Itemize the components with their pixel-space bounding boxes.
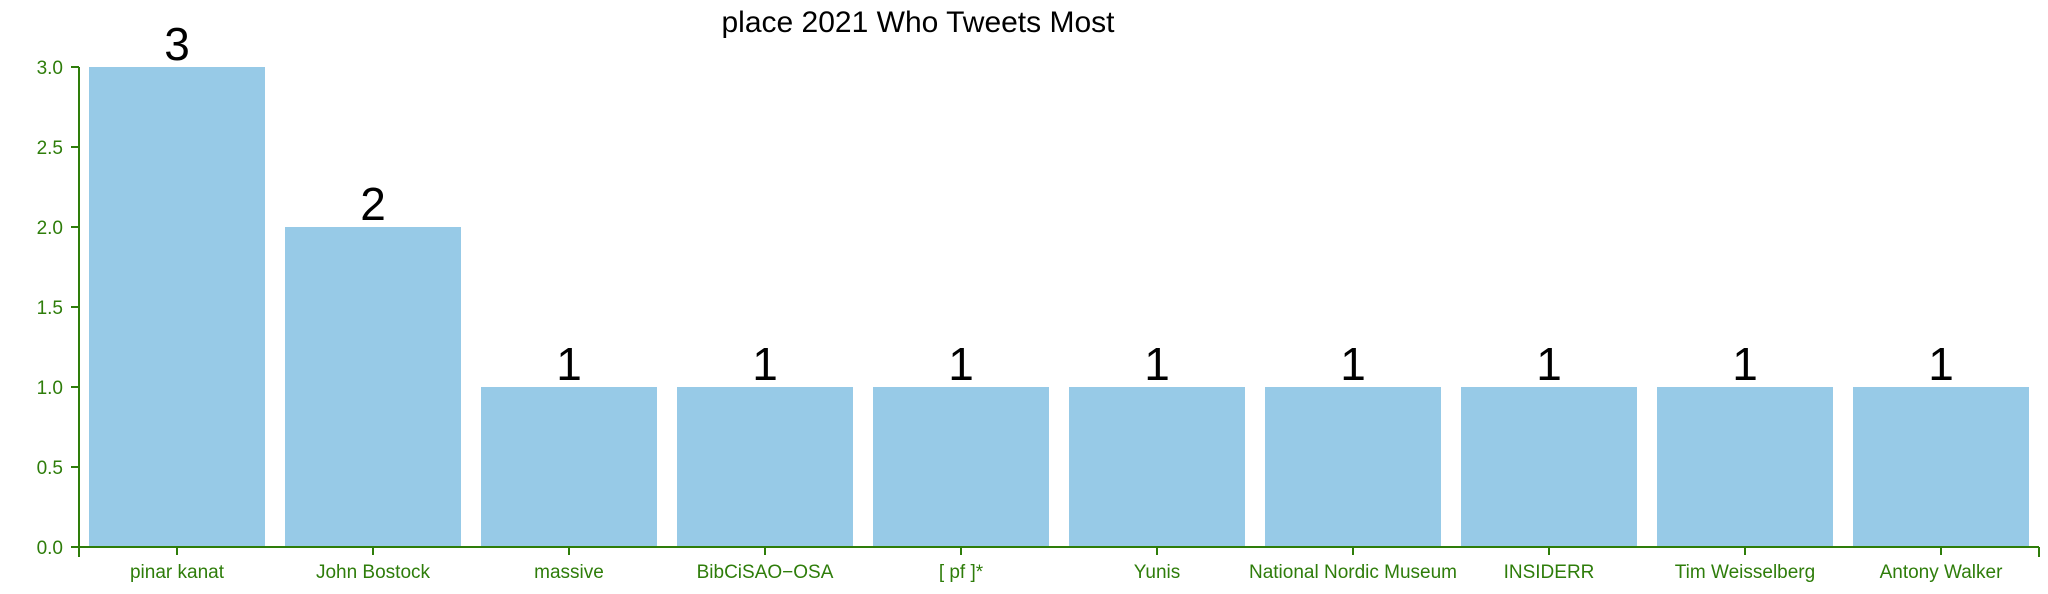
y-tick-label: 2.5	[37, 138, 63, 159]
data-labels-group: 3 2 1 1 1 1 1 1 1 1	[164, 18, 1954, 390]
x-tick-label: John Bostock	[316, 562, 431, 583]
bar	[677, 387, 853, 547]
x-tick-label: Antony Walker	[1880, 562, 2004, 583]
data-label: 2	[360, 178, 386, 230]
x-axis: pinar kanat John Bostock massive BibCiSAO−O…	[78, 546, 2040, 583]
data-label: 1	[1732, 338, 1758, 390]
x-tick-label: [ pf ]*	[939, 562, 984, 583]
data-label: 1	[1340, 338, 1366, 390]
x-tick-label: National Nordic Museum	[1249, 562, 1457, 583]
data-label: 3	[164, 18, 190, 70]
y-tick-label: 2.0	[37, 218, 63, 239]
data-label: 1	[1144, 338, 1170, 390]
data-label: 1	[1928, 338, 1954, 390]
bar	[873, 387, 1049, 547]
x-tick-label: Yunis	[1134, 562, 1180, 583]
bar	[1657, 387, 1833, 547]
bar	[1461, 387, 1637, 547]
y-tick-label: 0.0	[37, 538, 63, 559]
x-tick-label: Tim Weisselberg	[1675, 562, 1815, 583]
bar	[1265, 387, 1441, 547]
data-label: 1	[556, 338, 582, 390]
bar	[285, 227, 461, 547]
data-label: 1	[948, 338, 974, 390]
x-tick-label: INSIDERR	[1504, 562, 1595, 583]
y-tick-label: 0.5	[37, 458, 63, 479]
y-tick-label: 1.5	[37, 298, 63, 319]
bars-group	[89, 67, 2029, 547]
data-label: 1	[752, 338, 778, 390]
data-label: 1	[1536, 338, 1562, 390]
bar	[481, 387, 657, 547]
x-tick-label: BibCiSAO−OSA	[697, 562, 834, 583]
y-axis: 0.0 0.5 1.0 1.5 2.0 2.5 3.0	[37, 58, 80, 559]
bar	[89, 67, 265, 547]
x-tick-label: pinar kanat	[130, 562, 225, 583]
chart-title: place 2021 Who Tweets Most	[722, 6, 1116, 39]
x-tick-label: massive	[534, 562, 604, 583]
bar	[1853, 387, 2029, 547]
y-tick-label: 3.0	[37, 58, 63, 79]
y-tick-label: 1.0	[37, 378, 63, 399]
bar	[1069, 387, 1245, 547]
